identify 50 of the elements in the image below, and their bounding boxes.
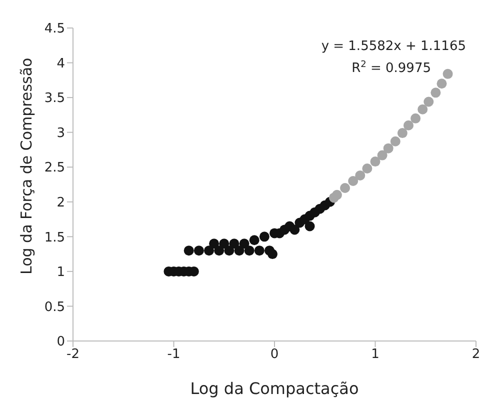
y-axis-title: Log da Força de Compressão <box>17 58 36 274</box>
point <box>370 156 380 167</box>
point <box>397 128 408 138</box>
point <box>204 246 214 256</box>
point <box>267 249 278 260</box>
point <box>340 182 350 193</box>
point <box>424 96 434 107</box>
point <box>442 68 453 79</box>
point <box>383 143 394 154</box>
x-axis-title: Log da Compactação <box>190 379 359 398</box>
point <box>254 246 264 256</box>
point <box>290 224 300 235</box>
point <box>436 78 447 89</box>
point <box>377 150 388 160</box>
y-tick-label: 3.5 <box>44 91 65 106</box>
y-tick-label: 4.5 <box>44 22 65 37</box>
point <box>219 238 230 249</box>
point <box>229 238 240 249</box>
y-tick-label: 2.5 <box>44 160 65 176</box>
y-tick-label: 1.5 <box>44 230 65 246</box>
point <box>304 221 315 232</box>
point <box>403 120 414 130</box>
y-tick-label: 4 <box>56 56 65 72</box>
point <box>430 88 441 98</box>
point <box>249 235 260 246</box>
x-tick-label: -1 <box>167 347 180 362</box>
y-tick-label: 0.5 <box>44 300 65 315</box>
y-tick-label: 3 <box>56 126 65 141</box>
y-tick-label: 2 <box>56 196 65 211</box>
point <box>244 246 254 256</box>
y-tick-label: 0 <box>56 334 65 350</box>
x-tick-label: 1 <box>371 347 380 362</box>
x-tick-label: -2 <box>66 347 80 362</box>
point <box>390 136 400 146</box>
y-tick-label: 1 <box>56 265 65 280</box>
point <box>194 246 204 256</box>
annotation: R$^{2}$ = 0.9975 <box>352 60 431 76</box>
point <box>418 104 428 114</box>
point <box>348 176 358 186</box>
point <box>184 246 194 256</box>
x-tick-label: 0 <box>270 347 279 362</box>
point <box>355 170 366 180</box>
point <box>410 113 421 124</box>
annotation: y = 1.5582x + 1.1165 <box>321 39 466 54</box>
point <box>259 232 270 242</box>
point <box>362 164 372 174</box>
point <box>239 238 250 249</box>
point <box>332 190 342 200</box>
x-tick-label: 2 <box>472 347 480 362</box>
point <box>209 238 220 249</box>
